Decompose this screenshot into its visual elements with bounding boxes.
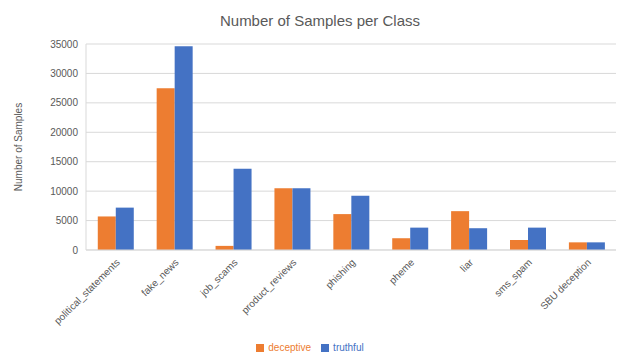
html-text:deceptive: deceptive	[268, 342, 312, 353]
svg-text:10000: 10000	[50, 186, 78, 197]
svg-text:liar: liar	[458, 256, 476, 274]
svg-text:pheme: pheme	[387, 256, 417, 286]
svg-text:Number of Samples: Number of Samples	[13, 103, 24, 191]
svg-text:SBU deception: SBU deception	[538, 257, 593, 312]
svg-text:35000: 35000	[50, 39, 78, 50]
svg-text:product_reviews: product_reviews	[239, 257, 298, 316]
svg-text:15000: 15000	[50, 156, 78, 167]
svg-text:30000: 30000	[50, 68, 78, 79]
svg-text:20000: 20000	[50, 127, 78, 138]
html-text:Number of Samples per Class: Number of Samples per Class	[220, 12, 420, 29]
svg-text:5000: 5000	[56, 215, 79, 226]
svg-text:job_scams: job_scams	[197, 257, 239, 299]
html-text:truthful: truthful	[333, 342, 364, 353]
svg-text:sms_spam: sms_spam	[492, 257, 534, 299]
svg-text:political_statements: political_statements	[52, 257, 122, 327]
svg-text:fake_news: fake_news	[139, 257, 181, 299]
svg-text:25000: 25000	[50, 97, 78, 108]
svg-text:0: 0	[72, 245, 78, 256]
svg-text:phishing: phishing	[323, 257, 357, 291]
